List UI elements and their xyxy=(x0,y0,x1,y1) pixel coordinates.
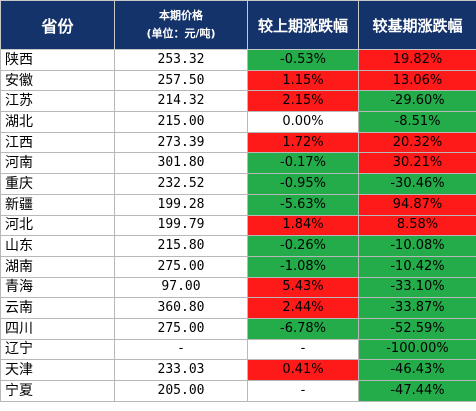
yoy-change-cell: -33.87% xyxy=(358,297,476,319)
province-cell: 江苏 xyxy=(0,90,115,113)
mom-change-cell: 5.43% xyxy=(247,276,359,299)
price-cell: 215.00 xyxy=(114,111,248,133)
yoy-change-cell: -52.59% xyxy=(358,317,476,340)
yoy-change-cell: -10.42% xyxy=(358,255,476,278)
price-cell: 214.32 xyxy=(114,90,248,113)
mom-change-cell: 1.72% xyxy=(247,131,359,154)
price-cell: 97.00 xyxy=(114,276,248,299)
price-cell: 215.80 xyxy=(114,235,248,257)
price-cell: 275.00 xyxy=(114,255,248,278)
mom-change-cell: -1.08% xyxy=(247,255,359,278)
table-row: 宁夏 205.00- -47.44% xyxy=(0,380,476,402)
province-cell: 辽宁 xyxy=(0,338,115,361)
header-mom-change: 较上期涨跌幅 xyxy=(247,0,359,50)
yoy-change-cell: -10.08% xyxy=(358,235,476,257)
table-row: 四川 275.00 -6.78% -52.59% xyxy=(0,317,476,340)
yoy-change-cell: -47.44% xyxy=(358,380,476,402)
table-row: 河南 301.80 -0.17% 30.21% xyxy=(0,152,476,175)
header-row: 省份 本期价格 (单位：元/吨) 较上期涨跌幅 较基期涨跌幅 xyxy=(0,0,476,50)
province-cell: 江西 xyxy=(0,131,115,154)
price-cell: 199.28 xyxy=(114,193,248,216)
mom-change-cell: 1.15% xyxy=(247,69,359,92)
price-cell: 232.52 xyxy=(114,173,248,195)
mom-change-cell: -0.26% xyxy=(247,235,359,257)
yoy-change-cell: -8.51% xyxy=(358,111,476,133)
yoy-change-cell: 30.21% xyxy=(358,152,476,175)
province-cell: 四川 xyxy=(0,317,115,340)
table-row: 河北 199.79 1.84% 8.58% xyxy=(0,214,476,237)
table-body: 陕西 253.32 -0.53% 19.82% 安徽 257.50 1.15% 13.06% 江… xyxy=(0,49,476,402)
price-cell: - xyxy=(114,338,248,361)
table-row: 辽宁 - - -100.00% xyxy=(0,338,476,361)
province-cell: 重庆 xyxy=(0,173,115,195)
yoy-change-cell: 13.06% xyxy=(358,69,476,92)
province-cell: 青海 xyxy=(0,276,115,299)
yoy-change-cell: -33.10% xyxy=(358,276,476,299)
province-cell: 河南 xyxy=(0,152,115,175)
province-cell: 湖南 xyxy=(0,255,115,278)
table-row: 江西 273.39 1.72% 20.32% xyxy=(0,131,476,154)
mom-change-cell: 2.44% xyxy=(247,297,359,319)
yoy-change-cell: -100.00% xyxy=(358,338,476,361)
mom-change-cell: 2.15% xyxy=(247,90,359,113)
table-row: 江苏 214.32 2.15% -29.60% xyxy=(0,90,476,113)
yoy-change-cell: -30.46% xyxy=(358,173,476,195)
price-table: 省份 本期价格 (单位：元/吨) 较上期涨跌幅 较基期涨跌幅 陕西 253.32-… xyxy=(0,0,476,402)
price-cell: 301.80 xyxy=(114,152,248,175)
price-cell: 205.00 xyxy=(114,380,248,402)
table-row: 青海 97.00 5.43% -33.10% xyxy=(0,276,476,299)
province-cell: 河北 xyxy=(0,214,115,237)
province-cell: 云南 xyxy=(0,297,115,319)
province-cell: 天津 xyxy=(0,359,115,381)
header-price-title: 本期价格 xyxy=(159,9,203,22)
price-cell: 360.80 xyxy=(114,297,248,319)
mom-change-cell: -0.17% xyxy=(247,152,359,175)
table-row: 湖南 275.00 -1.08% -10.42% xyxy=(0,255,476,278)
mom-change-cell: - xyxy=(247,338,359,361)
price-cell: 199.79 xyxy=(114,214,248,237)
table-row: 云南 360.80 2.44% -33.87% xyxy=(0,297,476,319)
mom-change-cell: - xyxy=(247,380,359,402)
price-cell: 275.00 xyxy=(114,317,248,340)
yoy-change-cell: 94.87% xyxy=(358,193,476,216)
province-cell: 湖北 xyxy=(0,111,115,133)
province-cell: 新疆 xyxy=(0,193,115,216)
price-cell: 257.50 xyxy=(114,69,248,92)
table-row: 安徽 257.50 1.15% 13.06% xyxy=(0,69,476,92)
mom-change-cell: 0.00% xyxy=(247,111,359,133)
price-cell: 273.39 xyxy=(114,131,248,154)
table-row: 山东 215.80 -0.26% -10.08% xyxy=(0,235,476,257)
table-row: 陕西 253.32 -0.53% 19.82% xyxy=(0,49,476,71)
table-row: 天津 233.03 0.41% -46.43% xyxy=(0,359,476,381)
province-cell: 安徽 xyxy=(0,69,115,92)
mom-change-cell: -0.53% xyxy=(247,49,359,71)
province-cell: 陕西 xyxy=(0,49,115,71)
price-cell: 233.03 xyxy=(114,359,248,381)
price-cell: 253.32 xyxy=(114,49,248,71)
mom-change-cell: 1.84% xyxy=(247,214,359,237)
table-row: 湖北 215.00 0.00% -8.51% xyxy=(0,111,476,133)
province-cell: 宁夏 xyxy=(0,380,115,402)
yoy-change-cell: 20.32% xyxy=(358,131,476,154)
mom-change-cell: 0.41% xyxy=(247,359,359,381)
yoy-change-cell: -29.60% xyxy=(358,90,476,113)
mom-change-cell: -6.78% xyxy=(247,317,359,340)
header-yoy-change: 较基期涨跌幅 xyxy=(358,0,476,50)
header-price-unit: (单位：元/吨) xyxy=(146,27,216,40)
yoy-change-cell: 8.58% xyxy=(358,214,476,237)
province-cell: 山东 xyxy=(0,235,115,257)
header-province: 省份 xyxy=(0,0,115,50)
yoy-change-cell: 19.82% xyxy=(358,49,476,71)
table-header: 省份 本期价格 (单位：元/吨) 较上期涨跌幅 较基期涨跌幅 xyxy=(0,0,476,50)
table-row: 新疆 199.28 -5.63% 94.87% xyxy=(0,193,476,216)
mom-change-cell: -0.95% xyxy=(247,173,359,195)
mom-change-cell: -5.63% xyxy=(247,193,359,216)
table-row: 重庆 232.52 -0.95% -30.46% xyxy=(0,173,476,195)
header-price: 本期价格 (单位：元/吨) xyxy=(114,0,248,50)
yoy-change-cell: -46.43% xyxy=(358,359,476,381)
